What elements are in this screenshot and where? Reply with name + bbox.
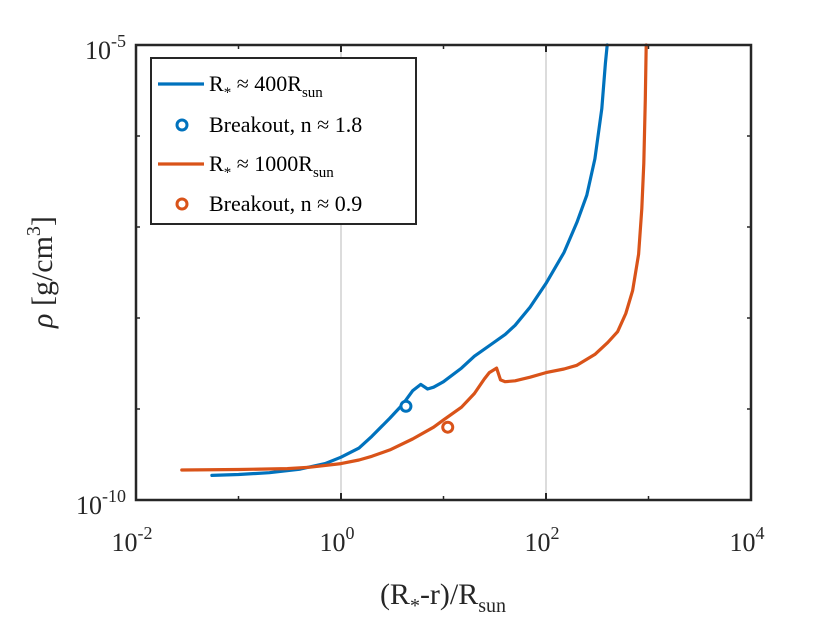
legend-item-0: R* ≈ 400Rsun — [158, 71, 323, 101]
marker-layer — [399, 399, 455, 434]
legend-label-1: Breakout, n ≈ 1.8 — [209, 112, 362, 137]
legend-item-2: R* ≈ 1000Rsun — [158, 151, 334, 181]
legend-box — [150, 57, 417, 225]
legend-label-3: Breakout, n ≈ 0.9 — [209, 191, 362, 216]
series-line-1 — [180, 43, 648, 472]
x-tick-label-0: 10-2 — [112, 523, 153, 557]
legend: R* ≈ 400Rsun Breakout, n ≈ 1.8 R* ≈ 1000Rs… — [150, 57, 417, 225]
series-line-0 — [210, 43, 609, 477]
breakout-marker-0 — [399, 399, 413, 413]
x-tick-labels: 10-2 100 102 104 — [112, 523, 765, 557]
y-tick-label-0: 10-5 — [85, 31, 126, 65]
y-axis-title: ρ [g/cm3] — [23, 216, 59, 329]
breakout-marker-1 — [441, 420, 455, 434]
x-tick-label-1: 100 — [320, 523, 355, 557]
series-layer — [180, 43, 648, 477]
legend-label-0: R* ≈ 400Rsun — [209, 71, 323, 101]
legend-items: R* ≈ 400Rsun Breakout, n ≈ 1.8 R* ≈ 1000Rs… — [158, 71, 362, 216]
legend-marker-swatch-1 — [175, 118, 189, 132]
legend-item-1: Breakout, n ≈ 1.8 — [175, 112, 362, 137]
legend-item-3: Breakout, n ≈ 0.9 — [175, 191, 362, 216]
legend-label-2: R* ≈ 1000Rsun — [209, 151, 334, 181]
x-tick-label-3: 104 — [730, 523, 765, 557]
x-axis-title: (R*-r)/Rsun — [380, 578, 506, 617]
tick-marks — [135, 44, 752, 501]
y-tick-label-1: 10-10 — [76, 486, 126, 520]
y-tick-labels: 10-5 10-10 — [76, 31, 126, 520]
x-tick-label-2: 102 — [525, 523, 560, 557]
legend-marker-swatch-3 — [175, 197, 189, 211]
